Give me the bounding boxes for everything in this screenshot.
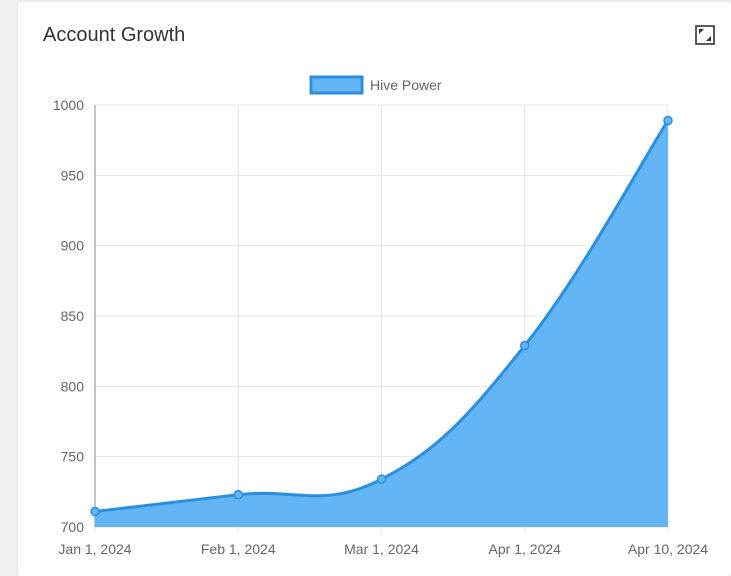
- y-tick-label: 900: [61, 238, 85, 254]
- x-tick-label: Apr 1, 2024: [489, 541, 562, 557]
- x-tick-label: Apr 10, 2024: [628, 541, 708, 557]
- legend-label: Hive Power: [370, 77, 442, 93]
- expand-icon: [695, 25, 715, 45]
- x-tick-label: Jan 1, 2024: [58, 541, 131, 557]
- y-tick-label: 750: [61, 449, 85, 465]
- data-point: [90, 506, 100, 517]
- x-tick-label: Mar 1, 2024: [344, 541, 419, 557]
- expand-button[interactable]: [695, 25, 715, 45]
- series-area-hive-power: [95, 120, 668, 528]
- series-line-hive-power: [94, 119, 670, 514]
- y-tick-label: 700: [61, 519, 85, 535]
- y-tick-label: 1000: [53, 97, 84, 113]
- card-title: Account Growth: [43, 24, 186, 46]
- data-point: [376, 474, 387, 484]
- data-point: [520, 340, 530, 351]
- legend-swatch: [309, 75, 364, 95]
- data-point: [663, 115, 673, 126]
- x-tick-label: Feb 1, 2024: [201, 541, 276, 557]
- data-point: [233, 489, 243, 500]
- y-tick-label: 950: [61, 167, 85, 183]
- y-tick-label: 800: [61, 378, 85, 394]
- y-tick-label: 850: [61, 308, 85, 324]
